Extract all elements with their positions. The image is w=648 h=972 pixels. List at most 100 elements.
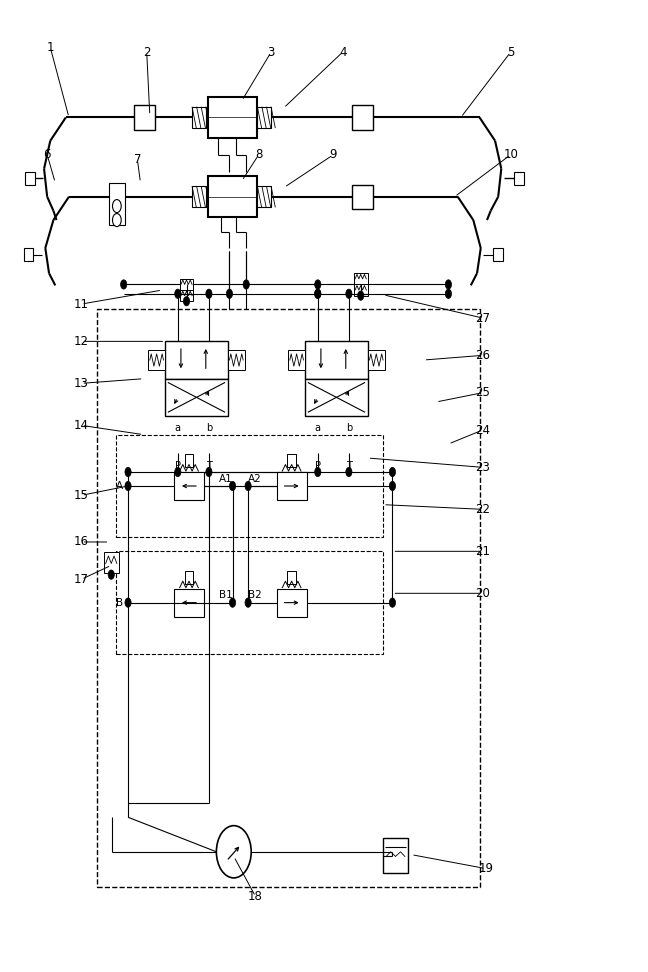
Bar [383,838,408,873]
Text: 27: 27 [475,312,490,325]
Text: 22: 22 [475,503,490,516]
Circle shape [113,199,121,213]
Bar [97,309,480,887]
Bar [104,552,119,573]
Circle shape [216,825,251,878]
Bar [207,97,257,138]
Circle shape [125,598,131,608]
Circle shape [226,289,233,298]
Circle shape [389,468,395,476]
Bar [227,350,245,370]
Circle shape [315,289,321,298]
Circle shape [315,289,321,298]
Bar [165,341,227,379]
Circle shape [389,598,395,608]
Bar [148,350,165,370]
Circle shape [315,280,321,289]
Text: 7: 7 [133,153,141,166]
Bar [174,472,204,500]
Bar [207,176,257,218]
Bar [24,248,34,261]
Bar [179,279,193,290]
Bar [287,454,296,468]
Bar [367,350,385,370]
Bar [288,350,305,370]
Circle shape [243,280,249,289]
Text: 26: 26 [475,349,490,362]
Text: 9: 9 [330,149,337,161]
Bar [179,290,193,301]
Text: 15: 15 [74,489,89,502]
Bar [352,105,373,129]
Bar [192,107,206,127]
Circle shape [206,289,212,298]
Bar [257,187,271,207]
Bar [134,105,155,129]
Bar [515,171,524,185]
Circle shape [125,481,131,491]
Circle shape [346,468,352,476]
Text: 19: 19 [478,862,493,875]
Circle shape [183,296,190,306]
Text: b: b [346,424,352,434]
Circle shape [108,570,114,579]
Text: 12: 12 [74,335,89,348]
Text: P: P [315,461,321,470]
Text: 3: 3 [268,46,275,58]
Circle shape [245,481,251,491]
Text: B2: B2 [248,590,262,600]
Text: 17: 17 [74,573,89,586]
Text: 14: 14 [74,419,89,432]
Bar [354,273,367,285]
Circle shape [121,280,127,289]
Bar [305,341,367,379]
Circle shape [175,289,181,298]
Text: 6: 6 [43,149,51,161]
Text: B: B [117,598,124,608]
Text: 24: 24 [475,424,490,436]
Text: a: a [175,424,181,434]
Bar [25,171,35,185]
Text: 23: 23 [475,461,490,473]
Circle shape [206,468,212,476]
Circle shape [113,214,121,226]
Bar [493,248,503,261]
Text: 21: 21 [475,545,490,558]
Circle shape [315,468,321,476]
Bar [352,185,373,209]
Circle shape [389,481,395,491]
Bar [115,551,383,654]
Circle shape [445,289,452,298]
Text: A1: A1 [219,473,233,483]
Text: 8: 8 [255,149,262,161]
Bar [185,454,193,468]
Text: 1: 1 [47,41,54,53]
Text: a: a [315,424,321,434]
Circle shape [125,468,131,476]
Text: 10: 10 [503,149,518,161]
Circle shape [358,291,364,300]
Text: P: P [175,461,181,470]
Text: 5: 5 [507,46,515,58]
Circle shape [229,481,236,491]
Text: 16: 16 [74,536,89,548]
Bar [115,434,383,538]
Text: 25: 25 [475,386,490,399]
Text: A2: A2 [248,473,262,483]
Text: 18: 18 [248,890,263,903]
Text: 4: 4 [339,46,347,58]
Text: B1: B1 [219,590,233,600]
Bar [277,589,307,616]
Bar [185,571,193,584]
Text: T: T [206,461,212,470]
Circle shape [245,598,251,608]
Circle shape [229,598,236,608]
Circle shape [175,468,181,476]
Text: A: A [117,481,124,491]
Bar [287,571,296,584]
Bar [192,187,206,207]
Text: T: T [346,461,352,470]
Text: 11: 11 [74,297,89,310]
Bar [354,285,367,295]
Circle shape [346,289,352,298]
